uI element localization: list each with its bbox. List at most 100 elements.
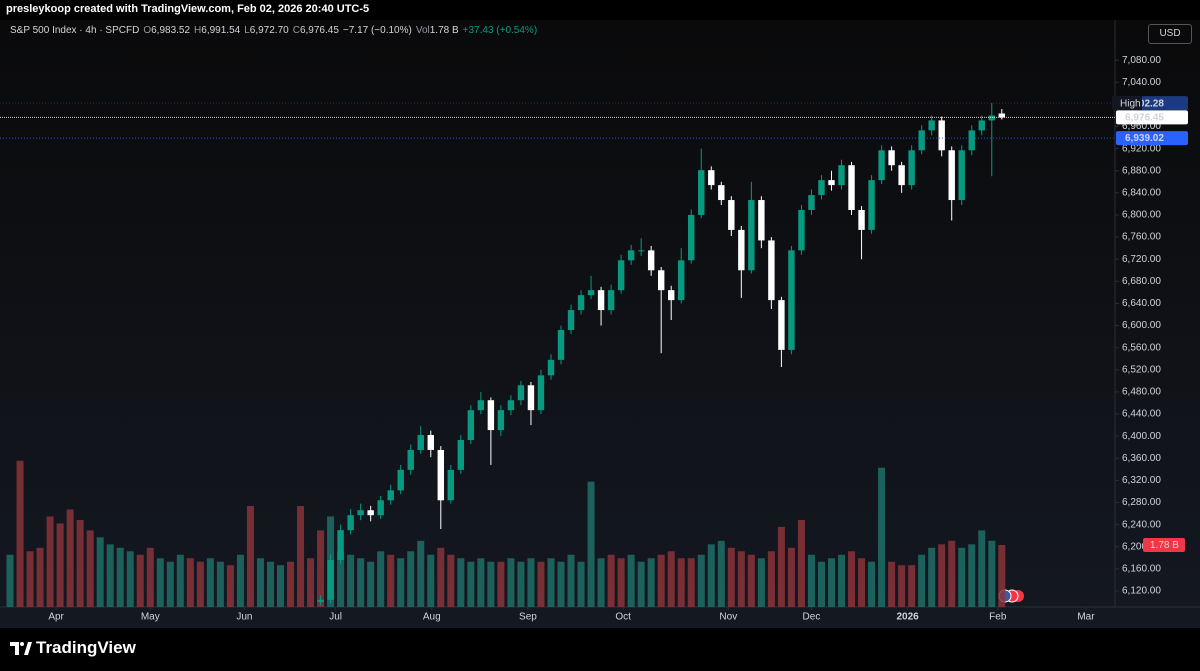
volume-bar xyxy=(136,554,144,607)
candle-body xyxy=(617,260,625,291)
candle-body xyxy=(828,180,835,186)
candle-body xyxy=(698,170,705,215)
candle-body xyxy=(718,185,725,201)
volume-bar xyxy=(677,558,685,607)
volume-bar xyxy=(156,558,164,607)
candle-body xyxy=(567,310,575,330)
x-tick-label: Dec xyxy=(803,612,821,623)
candle-body xyxy=(978,120,985,131)
y-tick-label: 6,880.00 xyxy=(1122,165,1161,176)
candle-body xyxy=(317,599,324,603)
candle-body xyxy=(547,359,555,376)
candle-body xyxy=(327,560,334,600)
volume-bar xyxy=(747,554,755,607)
candle-body xyxy=(527,385,535,411)
volume-bar xyxy=(587,481,595,607)
volume-bar xyxy=(767,551,775,607)
volume-bar xyxy=(577,561,585,607)
price-label-title: High xyxy=(1120,98,1141,109)
y-tick-label: 6,320.00 xyxy=(1122,475,1161,486)
volume-bar xyxy=(16,460,24,607)
x-tick-label: Apr xyxy=(48,612,64,623)
volume-bar xyxy=(236,554,244,607)
legend-key: H xyxy=(194,25,202,36)
volume-bar xyxy=(627,554,635,607)
x-tick-label: Feb xyxy=(989,612,1007,623)
volume-bar xyxy=(547,558,555,607)
volume-bar xyxy=(437,547,445,607)
candle-body xyxy=(477,400,485,411)
legend-value: 6,983.52 xyxy=(151,25,191,36)
candle-body xyxy=(988,115,995,121)
axes: 6,120.00 6,160.00 6,200.00 6,240.00 6,280.00… xyxy=(48,55,1161,623)
legend: S&P 500 Index · 4h · SPCFD O 6,983.52 H 6,… xyxy=(10,25,537,36)
candle-body xyxy=(948,150,955,201)
volume-bar xyxy=(497,561,505,607)
volume-bar xyxy=(66,509,74,607)
candle-body xyxy=(898,165,905,186)
logo-shape xyxy=(24,642,32,655)
x-tick-label: Aug xyxy=(423,612,441,623)
candle-body xyxy=(938,120,945,151)
legend-key: C xyxy=(292,25,300,36)
volume-bar xyxy=(387,554,395,607)
x-tick-label: Oct xyxy=(615,612,631,623)
candle-body xyxy=(758,200,765,241)
volume-bar xyxy=(146,547,154,607)
volume-bar xyxy=(287,561,295,607)
chart-background xyxy=(0,20,1200,628)
x-tick-label: May xyxy=(141,612,160,623)
volume-bar xyxy=(467,561,475,607)
y-tick-label: 6,360.00 xyxy=(1122,453,1161,464)
y-tick-label: 6,240.00 xyxy=(1122,519,1161,530)
candle-body xyxy=(337,530,344,561)
volume-bar xyxy=(186,558,194,607)
volume-bar xyxy=(617,558,625,607)
candle-body xyxy=(427,435,434,450)
volume-bar xyxy=(858,558,866,607)
candle-body xyxy=(607,290,615,311)
y-tick-label: 6,480.00 xyxy=(1122,387,1161,398)
y-tick-label: 7,080.00 xyxy=(1122,55,1161,66)
volume-bar xyxy=(477,558,485,607)
price-label: 7,002.28 xyxy=(1125,98,1164,109)
candle-body xyxy=(728,200,735,230)
volume-label-box xyxy=(1143,538,1185,553)
volume-bar xyxy=(377,551,385,607)
candle-body xyxy=(928,120,935,131)
volume-bar xyxy=(878,467,886,607)
legend-value: 1.78 B xyxy=(429,25,459,36)
currency-button[interactable]: USD xyxy=(1148,24,1192,44)
y-tick-label: 6,920.00 xyxy=(1122,143,1161,154)
volume-bar xyxy=(807,554,815,607)
volume-pane xyxy=(6,460,1006,607)
candle-body xyxy=(788,250,795,350)
volume-bar xyxy=(527,558,535,607)
y-tick-label: 6,760.00 xyxy=(1122,232,1161,243)
volume-bar xyxy=(817,561,825,607)
candle-body xyxy=(507,400,515,411)
legend-key: L xyxy=(244,25,250,36)
volume-bar xyxy=(938,544,946,607)
volume-bar xyxy=(36,547,44,607)
volume-bar xyxy=(717,540,725,607)
price-label-box xyxy=(1116,110,1188,125)
x-tick-label: Mar xyxy=(1077,612,1095,623)
volume-bar xyxy=(337,551,345,607)
legend-after-hours: +37.43 (+0.54%) xyxy=(462,25,538,36)
candle-body xyxy=(347,515,354,531)
volume-bar xyxy=(737,551,745,607)
logo-icon xyxy=(10,642,32,655)
volume-bar xyxy=(797,519,805,607)
volume-bar xyxy=(166,561,174,607)
volume-bar xyxy=(727,547,735,607)
footer-bar xyxy=(0,628,1200,671)
volume-bar xyxy=(256,558,264,607)
volume-bar xyxy=(6,554,14,607)
legend-value: 6,976.45 xyxy=(299,25,339,36)
x-tick-label: Jul xyxy=(329,612,342,623)
volume-bar xyxy=(687,558,695,607)
y-tick-label: 6,520.00 xyxy=(1122,364,1161,375)
volume-bar xyxy=(56,523,64,607)
